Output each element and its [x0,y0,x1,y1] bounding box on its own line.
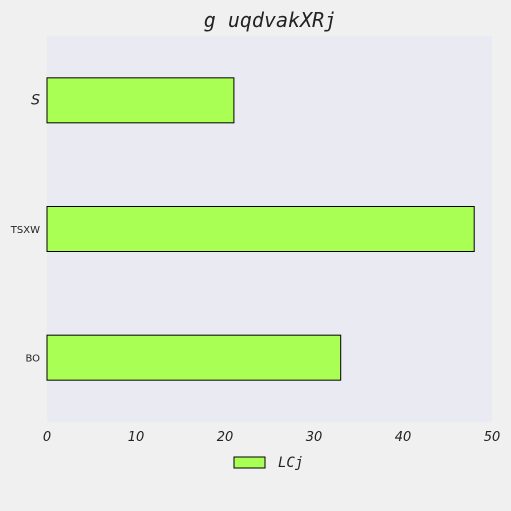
x-tick-label-30: 30 [306,430,323,445]
x-tick-label-20: 20 [217,430,234,445]
legend-label: LCj [278,455,303,471]
legend: LCj [233,455,303,471]
bar-bo [46,334,342,381]
y-tick-label-tsxw: TSXW [10,225,40,236]
y-tick-label-bo: BO [25,354,40,365]
x-tick-labels: 0 10 20 30 40 50 [43,430,500,445]
bars-layer [46,77,475,381]
x-tick-label-10: 10 [128,430,145,445]
x-tick-label-40: 40 [395,430,412,445]
bar-tsxw [46,206,475,252]
bar-s [46,77,235,124]
x-tick-label-0: 0 [43,430,51,445]
y-tick-label-s: S [31,92,40,108]
legend-swatch [233,456,266,469]
x-tick-label-50: 50 [484,430,501,445]
y-tick-labels: S TSXW BO [10,92,40,364]
chart-title: g uqdvakXRj [204,8,336,32]
